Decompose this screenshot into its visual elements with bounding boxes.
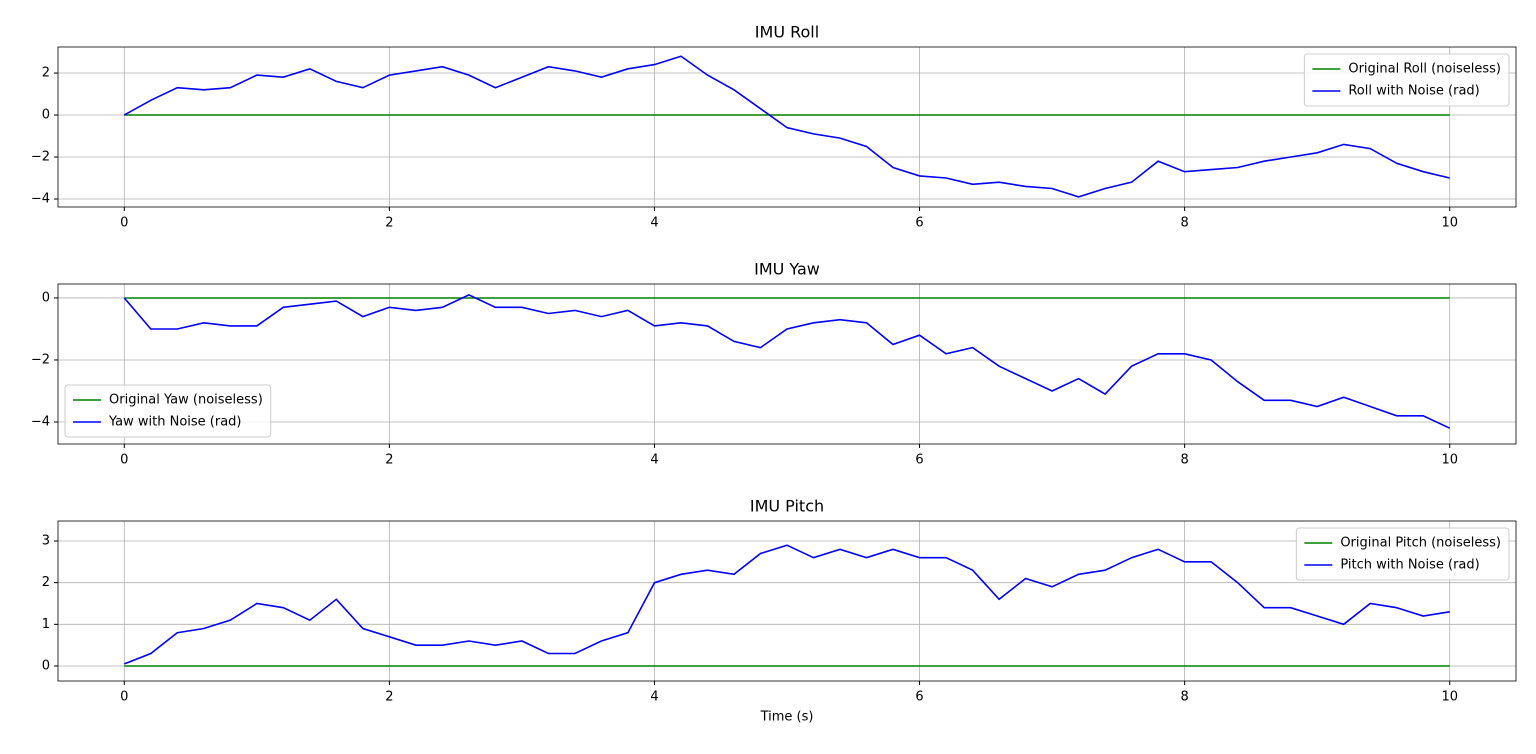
legend-label: Original Yaw (noiseless) <box>109 393 263 408</box>
legend-frame <box>1295 527 1510 581</box>
axes-frame <box>57 520 1517 682</box>
panel: IMU Roll 0 2 4 6 8 10 −4 −2 0 2 Original Roll (nois… <box>31 23 1517 231</box>
panel: IMU Yaw 0 2 4 6 8 10 −4 −2 0 Original Yaw (noisele… <box>31 260 1517 468</box>
y-tick-label: 0 <box>42 659 50 674</box>
axes-frame <box>57 46 1517 208</box>
x-tick-label: 6 <box>915 216 923 231</box>
legend: Original Roll (noiseless) Roll with Noise… <box>1303 53 1510 107</box>
legend-label: Yaw with Noise (rad) <box>108 415 242 430</box>
legend: Original Pitch (noiseless) Pitch with Noi… <box>1295 527 1510 581</box>
x-tick-label: 0 <box>120 453 128 468</box>
legend-label: Original Pitch (noiseless) <box>1340 536 1501 551</box>
x-tick-label: 4 <box>650 453 658 468</box>
legend-frame <box>64 384 272 438</box>
legend-frame <box>1303 53 1510 107</box>
y-tick-label: 3 <box>42 534 50 549</box>
x-tick-label: 10 <box>1441 216 1458 231</box>
series-line <box>123 55 1450 198</box>
chart-title: IMU Pitch <box>750 497 824 516</box>
y-tick-label: −4 <box>31 414 50 429</box>
legend-label: Original Roll (noiseless) <box>1348 62 1501 77</box>
y-tick-label: −2 <box>31 352 50 367</box>
x-tick-label: 0 <box>120 690 128 705</box>
legend-label: Pitch with Noise (rad) <box>1340 558 1479 573</box>
x-tick-label: 4 <box>650 216 658 231</box>
x-axis-label: Time (s) <box>760 710 814 725</box>
legend-label: Roll with Noise (rad) <box>1348 84 1479 99</box>
legend: Original Yaw (noiseless) Yaw with Noise (… <box>64 384 272 438</box>
x-tick-label: 0 <box>120 216 128 231</box>
series-line <box>123 294 1451 429</box>
x-tick-label: 2 <box>385 690 393 705</box>
y-tick-label: 0 <box>42 108 50 123</box>
axes-frame <box>57 283 1517 445</box>
chart-title: IMU Yaw <box>754 260 820 279</box>
x-tick-label: 6 <box>915 453 923 468</box>
x-tick-label: 8 <box>1180 216 1188 231</box>
chart-title: IMU Roll <box>755 23 819 42</box>
x-tick-label: 10 <box>1441 690 1458 705</box>
panel: IMU Pitch 0 2 4 6 8 10 0 1 2 3 Time (s) Original Pit… <box>42 497 1517 725</box>
y-tick-label: 2 <box>42 575 50 590</box>
x-tick-label: 2 <box>385 453 393 468</box>
y-tick-label: −4 <box>31 192 50 207</box>
x-tick-label: 10 <box>1441 453 1458 468</box>
y-tick-label: −2 <box>31 150 50 165</box>
x-tick-label: 6 <box>915 690 923 705</box>
x-tick-label: 8 <box>1180 453 1188 468</box>
y-tick-label: 0 <box>42 290 50 305</box>
x-tick-label: 8 <box>1180 690 1188 705</box>
series-line <box>124 544 1450 665</box>
y-tick-label: 1 <box>42 617 50 632</box>
x-tick-label: 2 <box>385 216 393 231</box>
x-tick-label: 4 <box>650 690 658 705</box>
y-tick-label: 2 <box>42 66 50 81</box>
